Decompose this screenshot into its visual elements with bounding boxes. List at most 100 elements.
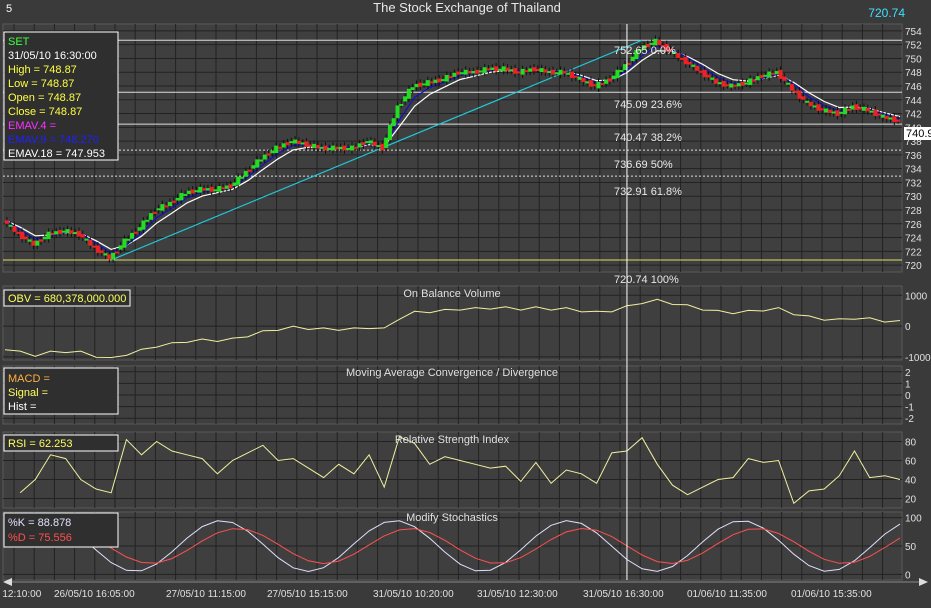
candle-up: [596, 81, 601, 89]
candle-up: [547, 71, 552, 74]
candle-down: [820, 108, 825, 111]
candle-down: [171, 200, 176, 203]
candle-up: [763, 74, 768, 77]
candle-up: [869, 110, 874, 113]
price-tick-label: 752: [905, 41, 922, 52]
candle-up: [452, 72, 457, 77]
stoch-title: Modify Stochastics: [406, 512, 498, 524]
candle-up: [566, 72, 571, 75]
candle-up: [425, 80, 430, 86]
candle-up: [8, 224, 13, 227]
candle-up: [615, 69, 620, 79]
candle-down: [657, 40, 662, 46]
candle-down: [16, 231, 21, 234]
candle-down: [57, 229, 62, 234]
current-price-tag-bg: [904, 127, 931, 140]
candle-up: [331, 145, 336, 151]
candle-down: [308, 144, 313, 147]
macd-readout: MACD =: [8, 373, 50, 385]
candle-down: [429, 81, 434, 84]
osc-line: [4, 526, 901, 565]
osc-tick-label: 1000: [905, 291, 928, 302]
price-tick-label: 734: [905, 165, 922, 176]
candle-up: [888, 117, 893, 120]
candle-down: [334, 146, 339, 150]
candle-down: [770, 72, 775, 75]
time-axis[interactable]: 0 12:10:00 26/05/10 16:05:00 27/05/10 11:1…: [0, 578, 931, 608]
candle-down: [39, 239, 44, 242]
candle-down: [152, 211, 157, 214]
candle-up: [84, 238, 89, 241]
candle-up: [619, 69, 624, 72]
price-tick-label: 732: [905, 178, 922, 189]
candle-down: [296, 140, 301, 145]
price-tick-label: 726: [905, 220, 922, 231]
candle-up: [585, 81, 590, 84]
fib-label-382: 740.47 38.2%: [614, 132, 682, 144]
candle-up: [73, 232, 78, 235]
time-tick-label: 31/05/10 10:20:00: [373, 589, 454, 600]
fib-label-100: 720.74 100%: [614, 274, 679, 286]
candle-up: [490, 67, 495, 70]
candle-up: [262, 154, 267, 160]
osc-tick-label: -2: [905, 414, 914, 425]
candle-up: [183, 193, 188, 196]
osc-tick-label: 0: [905, 391, 911, 402]
scroll-left-icon: [3, 578, 12, 586]
candle-down: [475, 69, 480, 74]
candle-up: [850, 105, 855, 110]
candle-down: [23, 236, 28, 240]
candle-up: [149, 213, 154, 220]
candle-up: [717, 82, 722, 85]
price-tick-label: 722: [905, 247, 922, 258]
rsi-readout: RSI = 62.253: [8, 438, 73, 450]
candle-down: [372, 141, 377, 146]
candle-down: [437, 78, 442, 83]
candle-up: [118, 245, 123, 250]
macd-readout-box: MACD = Signal = Hist =: [3, 367, 119, 415]
candle-down: [543, 69, 548, 73]
candle-up: [843, 107, 848, 115]
candle-up: [482, 67, 487, 73]
candle-up: [137, 227, 142, 231]
candle-up: [42, 236, 47, 240]
time-tick-label: 26/05/10 16:05:00: [54, 589, 135, 600]
candle-down: [323, 145, 328, 151]
osc-tick-label: 60: [905, 457, 917, 468]
candle-down: [418, 82, 423, 87]
time-tick-label: 01/06/10 15:35:00: [791, 589, 872, 600]
stoch-d-readout: %D = 75.556: [8, 532, 72, 544]
candle-up: [748, 78, 753, 85]
candle-up: [736, 83, 741, 87]
candle-down: [892, 116, 897, 122]
stoch-readout-box: %K = 88.878 %D = 75.556: [3, 512, 119, 548]
osc-line: [4, 520, 901, 573]
candle-up: [880, 114, 885, 118]
grid-lines: [3, 24, 902, 580]
fib-label-618: 732.91 61.8%: [614, 186, 682, 198]
time-tick-label: 27/05/10 15:15:00: [267, 589, 348, 600]
candle-up: [395, 105, 400, 119]
candle-down: [107, 254, 112, 260]
candle-up: [130, 232, 135, 239]
candle-up: [410, 87, 415, 90]
candle-up: [384, 137, 389, 148]
candle-up: [611, 75, 616, 80]
candle-up: [338, 146, 343, 150]
candle-down: [751, 79, 756, 82]
obv-readout-box: OBV = 680,378,000.000: [3, 289, 131, 307]
candle-down: [202, 188, 207, 191]
candle-up: [463, 69, 468, 75]
candle-up: [399, 103, 404, 106]
candle-up: [65, 229, 70, 234]
candle-down: [448, 76, 453, 79]
candle-down: [759, 74, 764, 79]
candle-up: [786, 82, 791, 85]
stoch-k-readout: %K = 88.878: [8, 517, 71, 529]
candle-up: [414, 83, 419, 88]
hist-readout: Hist =: [8, 401, 36, 413]
candle-down: [569, 71, 574, 79]
info-close: Close = 748.87: [8, 106, 82, 118]
